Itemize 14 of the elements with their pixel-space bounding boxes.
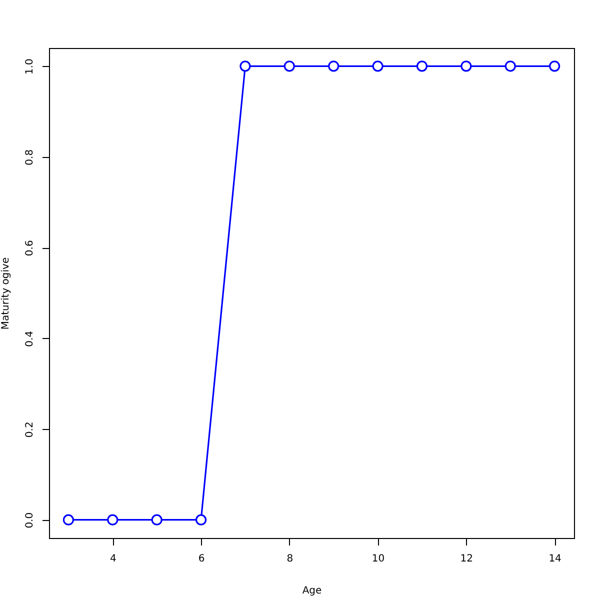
x-tick-label: 8 [286,554,294,564]
x-axis-title: Age [302,586,322,596]
x-tick-label: 4 [110,554,116,564]
y-tick-label: 0.4 [24,330,36,347]
y-tick-label: 0.8 [24,149,36,166]
y-tick-label: 0.6 [24,240,36,256]
y-tick-label: 0.0 [24,512,36,528]
x-tick-label: 14 [548,554,562,564]
x-tick-label: 6 [198,554,205,564]
y-axis-title: Maturity ogive [0,257,12,330]
y-tick-label: 0.2 [24,422,36,438]
x-tick-label: 10 [372,554,385,564]
y-tick-label: 1.0 [24,58,36,75]
x-tick-label: 12 [460,554,474,564]
